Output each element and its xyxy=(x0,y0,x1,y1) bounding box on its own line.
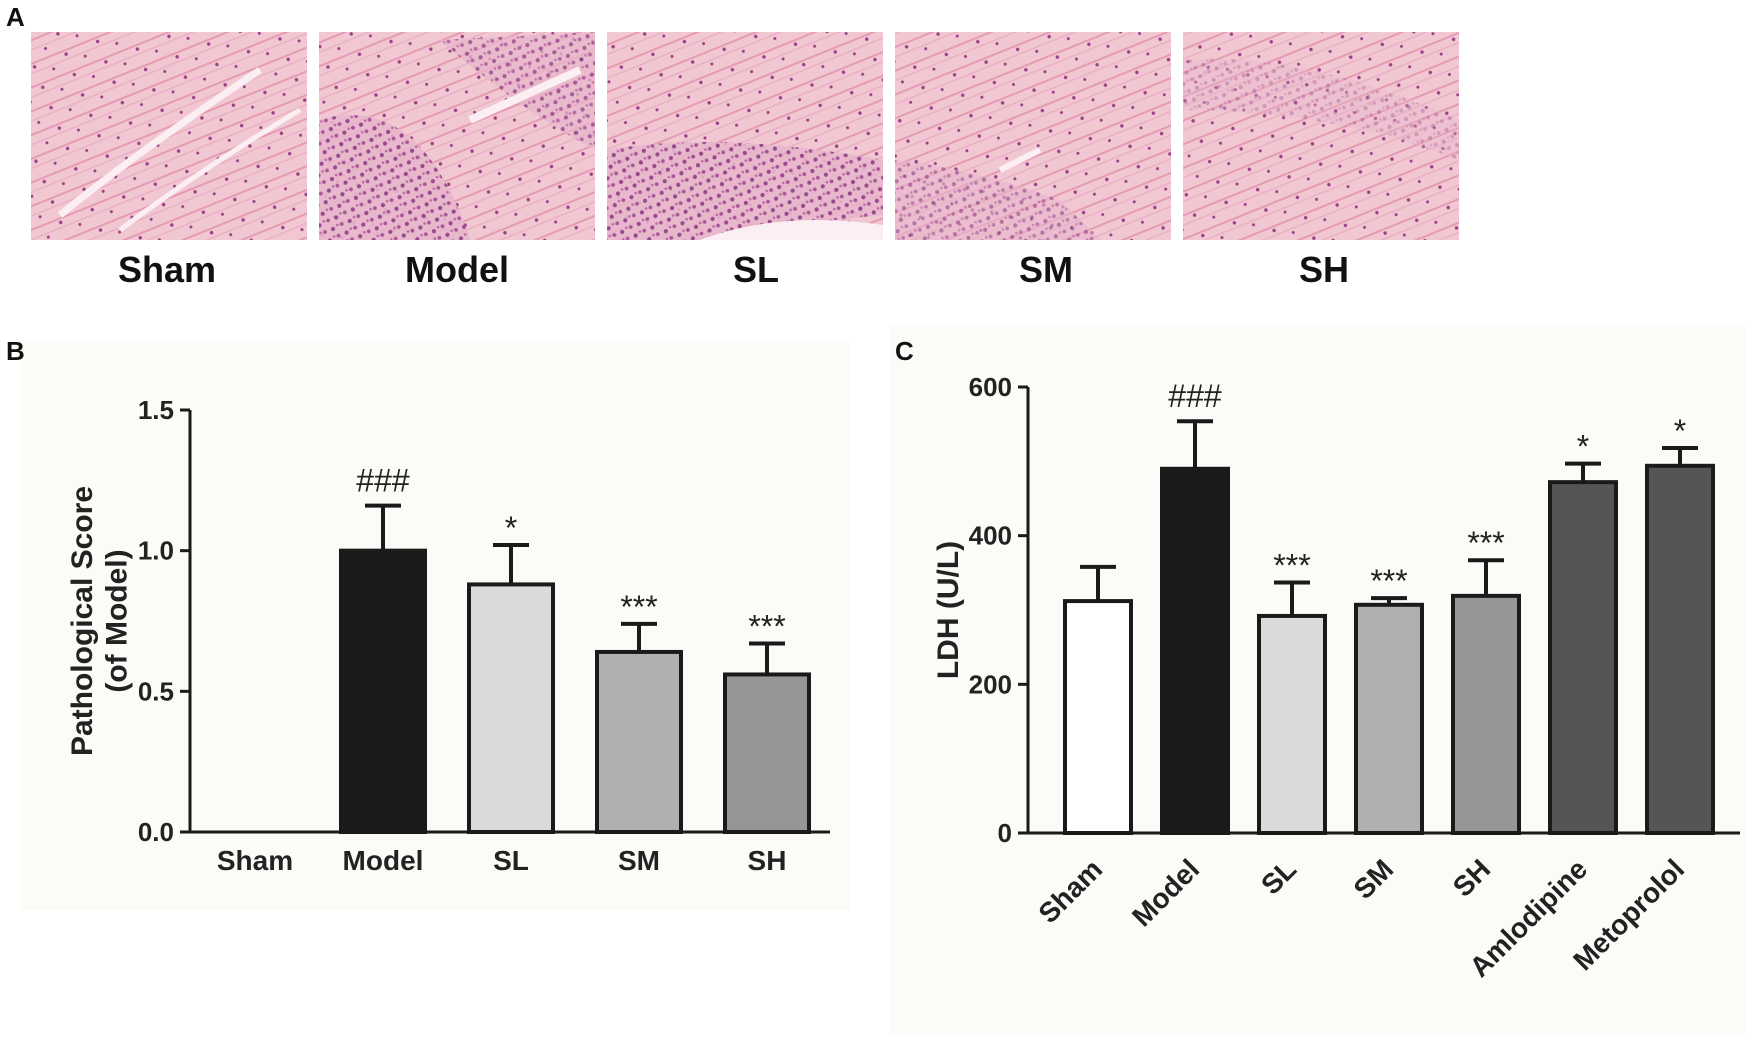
chart-b-y-tick-label: 0.5 xyxy=(138,676,174,706)
chart-c-bar xyxy=(1451,593,1521,835)
chart-b-significance-label: * xyxy=(505,510,517,546)
chart-b-significance-label: *** xyxy=(620,589,657,625)
chart-b-category-label: Model xyxy=(343,845,424,876)
caption-sl: SL xyxy=(733,249,779,290)
chart-c-y-tick-label: 600 xyxy=(969,372,1012,402)
chart-c-significance-label: ### xyxy=(1168,378,1222,414)
chart-b-y-tick-label: 0.0 xyxy=(138,817,174,847)
chart-b-category-label: Sham xyxy=(217,845,293,876)
chart-b-category-label: SL xyxy=(493,845,529,876)
micrograph-model xyxy=(319,32,595,240)
chart-b-category-label: SH xyxy=(748,845,787,876)
panel-b: B 0.0 0.5 1.0 1.5 Pathological Score(of Mode… xyxy=(6,336,850,910)
chart-b: 0.0 0.5 1.0 1.5 Pathological Score(of Model)… xyxy=(66,395,830,876)
chart-c-bar xyxy=(1645,463,1715,835)
caption-sh: SH xyxy=(1299,249,1349,290)
chart-c-bar xyxy=(1063,599,1133,836)
chart-b-y-axis-title: Pathological Score(of Model) xyxy=(66,486,134,756)
panel-b-label: B xyxy=(6,336,25,366)
micrograph-sm xyxy=(895,32,1171,240)
chart-b-y-tick-label: 1.0 xyxy=(138,536,174,566)
chart-c-y-tick-label: 0 xyxy=(998,818,1012,848)
micrograph-sl xyxy=(607,32,883,240)
chart-c-significance-label: *** xyxy=(1467,525,1504,561)
panel-c-label: C xyxy=(895,336,914,366)
chart-c-bar xyxy=(1257,613,1327,835)
chart-b-y-tick-label: 1.5 xyxy=(138,395,174,425)
chart-b-significance-label: ### xyxy=(356,463,410,499)
micrograph-sham xyxy=(31,32,307,240)
chart-c-y-tick-label: 200 xyxy=(969,669,1012,699)
chart-c-bar xyxy=(1354,602,1424,836)
chart-c-y-tick-label: 400 xyxy=(969,521,1012,551)
chart-b-bar xyxy=(595,649,683,834)
caption-sm: SM xyxy=(1019,249,1073,290)
chart-c-y-axis-title: LDH (U/L) xyxy=(932,541,965,679)
chart-b-significance-label: *** xyxy=(748,609,785,645)
chart-c-significance-label: * xyxy=(1674,413,1686,449)
chart-b-bar xyxy=(723,672,811,834)
chart-c-significance-label: *** xyxy=(1370,563,1407,599)
chart-c-significance-label: * xyxy=(1577,429,1589,465)
caption-sham: Sham xyxy=(118,249,216,290)
chart-b-bar xyxy=(339,548,427,835)
chart-c-bar xyxy=(1548,480,1618,835)
chart-b-bar xyxy=(467,582,555,835)
panel-a: A Sham Model SL SM SH xyxy=(6,2,1459,290)
chart-b-category-label: SM xyxy=(618,845,660,876)
chart-c-significance-label: *** xyxy=(1273,547,1310,583)
panel-b-background xyxy=(20,340,850,910)
micrograph-sh xyxy=(1183,32,1459,240)
caption-model: Model xyxy=(405,249,509,290)
chart-c-bar xyxy=(1160,466,1230,835)
panel-a-label: A xyxy=(6,2,25,32)
